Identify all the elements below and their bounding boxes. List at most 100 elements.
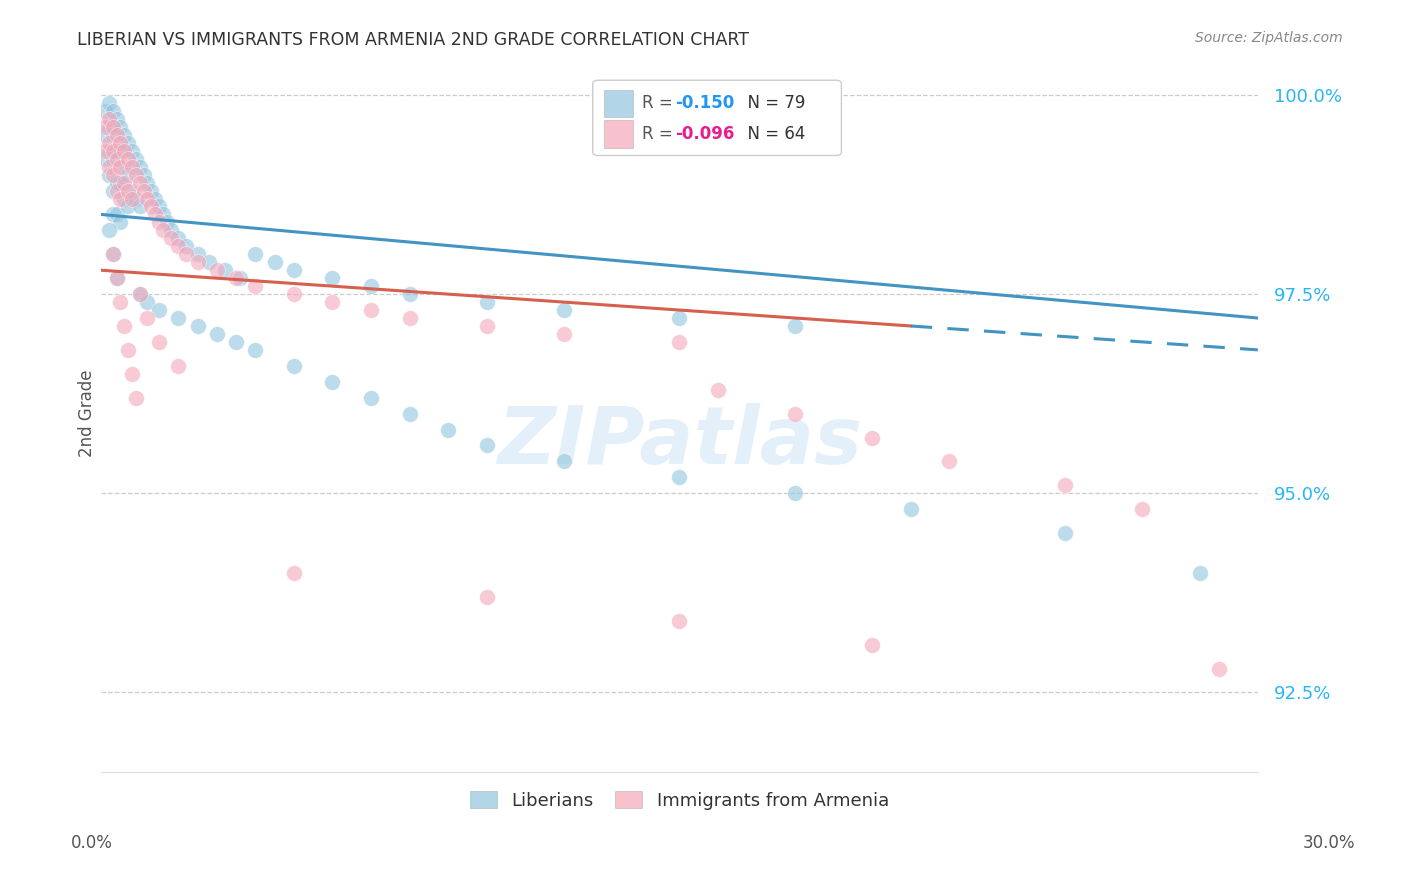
Point: [152, 223, 174, 237]
Point: [148, 215, 170, 229]
Point: [128, 287, 150, 301]
Point: [283, 263, 305, 277]
Point: [125, 391, 148, 405]
Text: Source: ZipAtlas.com: Source: ZipAtlas.com: [1195, 31, 1343, 45]
Text: 30.0%: 30.0%: [1302, 834, 1355, 852]
Point: [398, 407, 420, 421]
Point: [94, 152, 117, 166]
Point: [321, 271, 343, 285]
Point: [97, 112, 120, 126]
Point: [148, 303, 170, 318]
Point: [101, 207, 124, 221]
Point: [187, 318, 209, 333]
Point: [97, 168, 120, 182]
Point: [117, 152, 139, 166]
Point: [112, 176, 135, 190]
Point: [110, 120, 132, 134]
Point: [128, 176, 150, 190]
Point: [110, 192, 132, 206]
Point: [167, 231, 190, 245]
Point: [121, 192, 143, 206]
Text: N = 79: N = 79: [737, 95, 806, 112]
Point: [553, 326, 575, 341]
Point: [475, 295, 498, 310]
Point: [97, 223, 120, 237]
Point: [245, 279, 267, 293]
Point: [360, 391, 382, 405]
Point: [94, 103, 117, 118]
Text: -0.096: -0.096: [675, 125, 734, 143]
Point: [785, 318, 807, 333]
Point: [785, 407, 807, 421]
Point: [136, 176, 159, 190]
Text: R =: R =: [643, 95, 679, 112]
Point: [668, 334, 690, 349]
Point: [112, 128, 135, 142]
Point: [125, 168, 148, 182]
Text: 0.0%: 0.0%: [70, 834, 112, 852]
Point: [214, 263, 236, 277]
Point: [136, 192, 159, 206]
Point: [117, 136, 139, 150]
Point: [110, 160, 132, 174]
Point: [156, 215, 179, 229]
Point: [1053, 478, 1076, 492]
Point: [112, 160, 135, 174]
FancyBboxPatch shape: [605, 89, 633, 117]
Point: [553, 454, 575, 468]
Point: [110, 144, 132, 158]
Point: [159, 231, 181, 245]
Point: [94, 144, 117, 158]
Point: [229, 271, 252, 285]
Point: [938, 454, 960, 468]
Text: -0.150: -0.150: [675, 95, 734, 112]
Point: [174, 247, 197, 261]
Point: [668, 614, 690, 628]
Point: [128, 287, 150, 301]
Point: [136, 295, 159, 310]
Point: [125, 192, 148, 206]
Point: [668, 311, 690, 326]
Point: [159, 223, 181, 237]
Point: [283, 359, 305, 373]
Point: [245, 343, 267, 357]
Point: [132, 168, 155, 182]
Point: [117, 168, 139, 182]
Point: [136, 311, 159, 326]
Point: [187, 247, 209, 261]
Point: [1188, 566, 1211, 580]
Point: [101, 168, 124, 182]
Text: ZIPatlas: ZIPatlas: [496, 403, 862, 482]
Point: [321, 375, 343, 389]
Point: [101, 247, 124, 261]
Point: [198, 255, 221, 269]
Point: [105, 271, 128, 285]
Point: [121, 144, 143, 158]
Point: [1208, 661, 1230, 675]
Point: [187, 255, 209, 269]
Point: [101, 120, 124, 134]
Point: [110, 215, 132, 229]
Point: [785, 486, 807, 500]
Point: [101, 144, 124, 158]
Point: [475, 438, 498, 452]
Point: [105, 271, 128, 285]
Point: [101, 152, 124, 166]
Point: [860, 638, 883, 652]
Point: [101, 247, 124, 261]
Point: [105, 207, 128, 221]
Point: [475, 590, 498, 604]
Point: [398, 287, 420, 301]
Point: [97, 160, 120, 174]
Point: [360, 303, 382, 318]
Point: [94, 120, 117, 134]
Point: [97, 144, 120, 158]
Point: [125, 152, 148, 166]
Point: [245, 247, 267, 261]
Point: [148, 199, 170, 213]
Point: [101, 184, 124, 198]
Point: [132, 184, 155, 198]
Y-axis label: 2nd Grade: 2nd Grade: [79, 370, 96, 458]
Point: [112, 144, 135, 158]
Text: R =: R =: [643, 125, 679, 143]
